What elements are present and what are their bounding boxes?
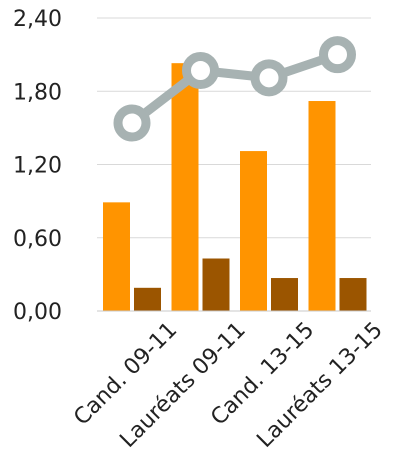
y-tick-label: 0,60 (13, 227, 62, 252)
x-category-label: Lauréats 13-15 (252, 318, 387, 453)
y-tick-label: 2,40 (13, 7, 62, 32)
line-point (250, 59, 288, 97)
bar (134, 287, 161, 311)
line-series-path (129, 50, 339, 127)
bar (339, 278, 367, 311)
bar (103, 202, 130, 311)
y-axis-ticks: 0,00 0,60 1,20 1,80 2,40 (13, 7, 62, 325)
line-point (182, 51, 219, 89)
y-tick-label: 1,20 (13, 154, 62, 179)
y-tick-label: 1,80 (13, 80, 62, 105)
bars (103, 63, 367, 312)
bar (308, 101, 336, 312)
bar (202, 258, 230, 311)
x-category-label: Lauréats 09-11 (115, 318, 250, 453)
bar (171, 63, 199, 311)
line-series (113, 36, 356, 142)
bar (240, 151, 267, 311)
bar (271, 278, 298, 311)
line-point (319, 36, 356, 74)
line-point (113, 104, 151, 142)
y-tick-label: 0,00 (13, 300, 62, 325)
